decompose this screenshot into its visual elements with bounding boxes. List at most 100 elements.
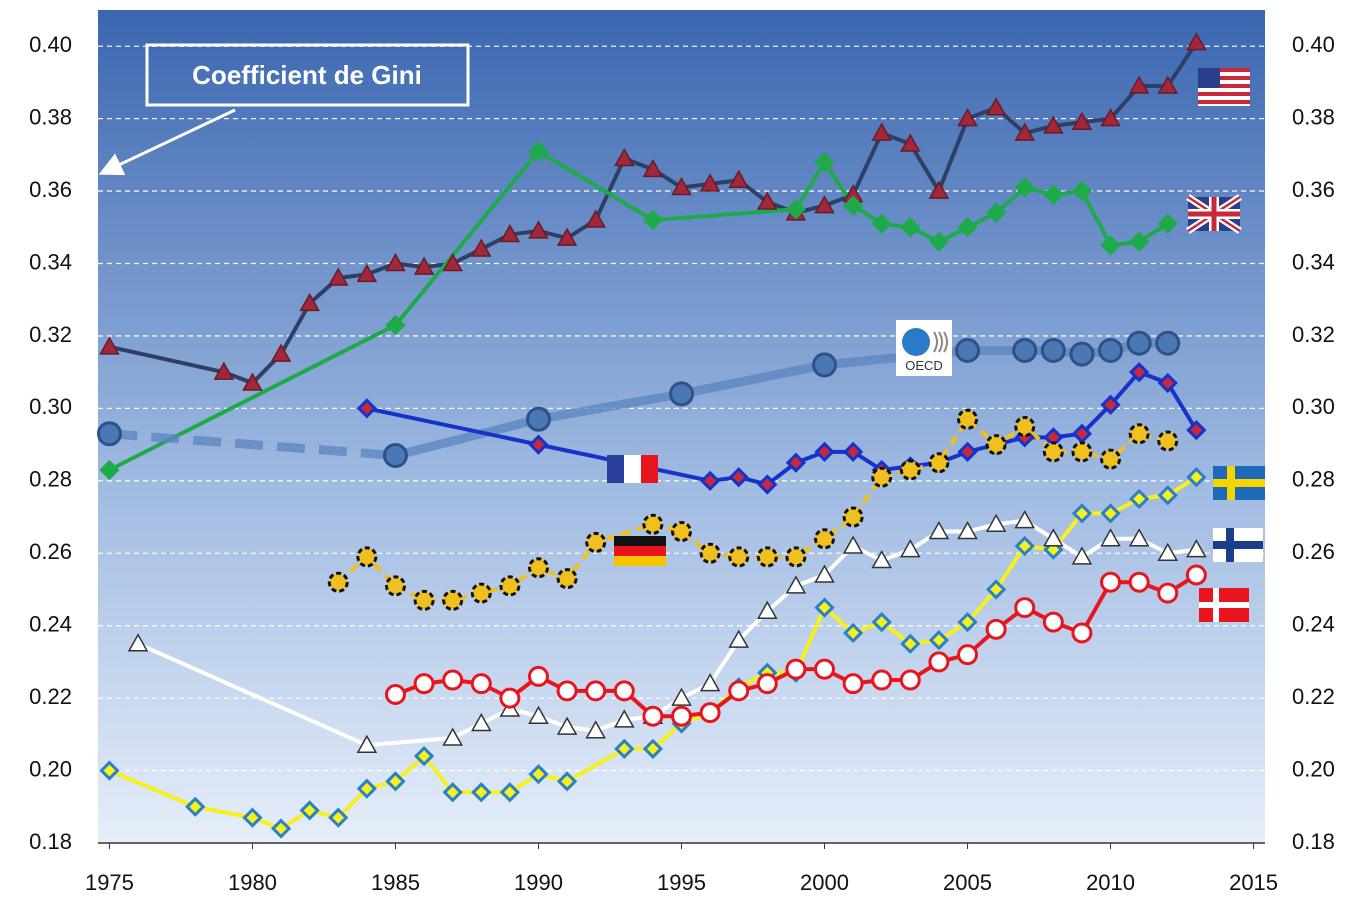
- marker: [1185, 564, 1207, 586]
- marker: [442, 727, 463, 746]
- flag-dk: [1199, 588, 1249, 622]
- marker: [1100, 528, 1121, 547]
- marker: [1014, 416, 1036, 437]
- series-line: [108, 149, 1169, 472]
- marker: [1129, 362, 1150, 383]
- marker: [585, 720, 606, 739]
- marker: [442, 782, 463, 803]
- marker: [413, 256, 435, 275]
- marker: [671, 176, 692, 196]
- marker: [985, 513, 1007, 533]
- x-tick-label: 1980: [228, 870, 277, 895]
- marker: [1071, 111, 1093, 131]
- marker: [356, 263, 378, 283]
- marker: [957, 611, 978, 633]
- marker: [871, 611, 892, 633]
- oecd-logo: OECD: [896, 320, 952, 376]
- marker: [499, 575, 521, 597]
- marker: [1157, 213, 1178, 234]
- marker: [1126, 330, 1152, 356]
- marker: [871, 213, 892, 234]
- marker: [842, 195, 864, 216]
- marker: [900, 539, 921, 558]
- marker: [1129, 488, 1150, 510]
- marker: [928, 630, 950, 651]
- y2-tick-label: 0.18: [1292, 829, 1335, 854]
- annotation-box: [145, 43, 470, 107]
- marker: [384, 684, 406, 706]
- marker: [1157, 372, 1178, 394]
- marker: [1014, 597, 1036, 619]
- marker: [1157, 582, 1179, 604]
- marker: [986, 202, 1007, 223]
- marker: [299, 800, 320, 821]
- marker: [1129, 231, 1150, 252]
- marker: [756, 546, 778, 568]
- flag-fr: [607, 455, 658, 483]
- marker: [957, 217, 978, 238]
- marker: [985, 97, 1007, 116]
- marker: [928, 651, 950, 673]
- marker: [957, 521, 978, 540]
- marker: [1071, 546, 1093, 565]
- marker: [1098, 337, 1124, 363]
- series-line: [109, 429, 396, 460]
- marker: [1100, 235, 1121, 256]
- y-tick-label: 0.36: [29, 177, 72, 202]
- marker: [1100, 571, 1122, 593]
- marker: [470, 238, 492, 257]
- marker: [99, 459, 120, 481]
- annotation: Coefficient de Gini: [192, 60, 422, 90]
- marker: [1071, 180, 1093, 202]
- marker: [556, 680, 578, 702]
- y2-tick-label: 0.22: [1292, 684, 1335, 709]
- marker: [899, 669, 921, 691]
- marker: [528, 434, 549, 455]
- y-tick-label: 0.24: [29, 612, 72, 637]
- marker: [814, 195, 835, 214]
- marker: [528, 141, 549, 162]
- marker: [385, 314, 406, 336]
- x-tick-label: 2000: [800, 870, 849, 895]
- marker: [242, 807, 263, 828]
- marker: [499, 224, 521, 243]
- marker: [814, 441, 835, 462]
- marker: [871, 669, 893, 691]
- marker: [728, 629, 749, 648]
- marker: [699, 542, 721, 564]
- marker: [356, 778, 377, 799]
- marker: [185, 796, 206, 817]
- marker: [385, 252, 406, 272]
- marker: [757, 191, 778, 210]
- marker: [1157, 485, 1178, 506]
- marker: [614, 147, 635, 167]
- y2-tick-label: 0.20: [1292, 756, 1335, 781]
- y2-tick-label: 0.38: [1292, 104, 1335, 129]
- marker: [1100, 108, 1121, 127]
- marker: [1071, 503, 1093, 524]
- y-tick-label: 0.34: [29, 249, 72, 274]
- marker: [442, 669, 464, 691]
- y-tick-label: 0.38: [29, 104, 72, 129]
- marker: [442, 589, 464, 611]
- flag-us: [1198, 68, 1250, 106]
- marker: [699, 470, 721, 491]
- marker: [642, 738, 664, 759]
- marker: [1128, 571, 1150, 593]
- x-tick-label: 2015: [1229, 870, 1278, 895]
- marker: [1186, 467, 1207, 488]
- marker: [1155, 330, 1181, 356]
- marker: [1042, 611, 1064, 633]
- marker: [642, 513, 664, 535]
- marker: [270, 343, 292, 362]
- marker: [528, 705, 549, 724]
- marker: [671, 521, 692, 543]
- marker: [785, 546, 807, 568]
- marker: [728, 467, 749, 488]
- marker: [985, 618, 1007, 640]
- marker: [614, 738, 635, 759]
- flag-fi: [1213, 528, 1263, 562]
- marker: [757, 600, 778, 619]
- marker: [96, 421, 122, 447]
